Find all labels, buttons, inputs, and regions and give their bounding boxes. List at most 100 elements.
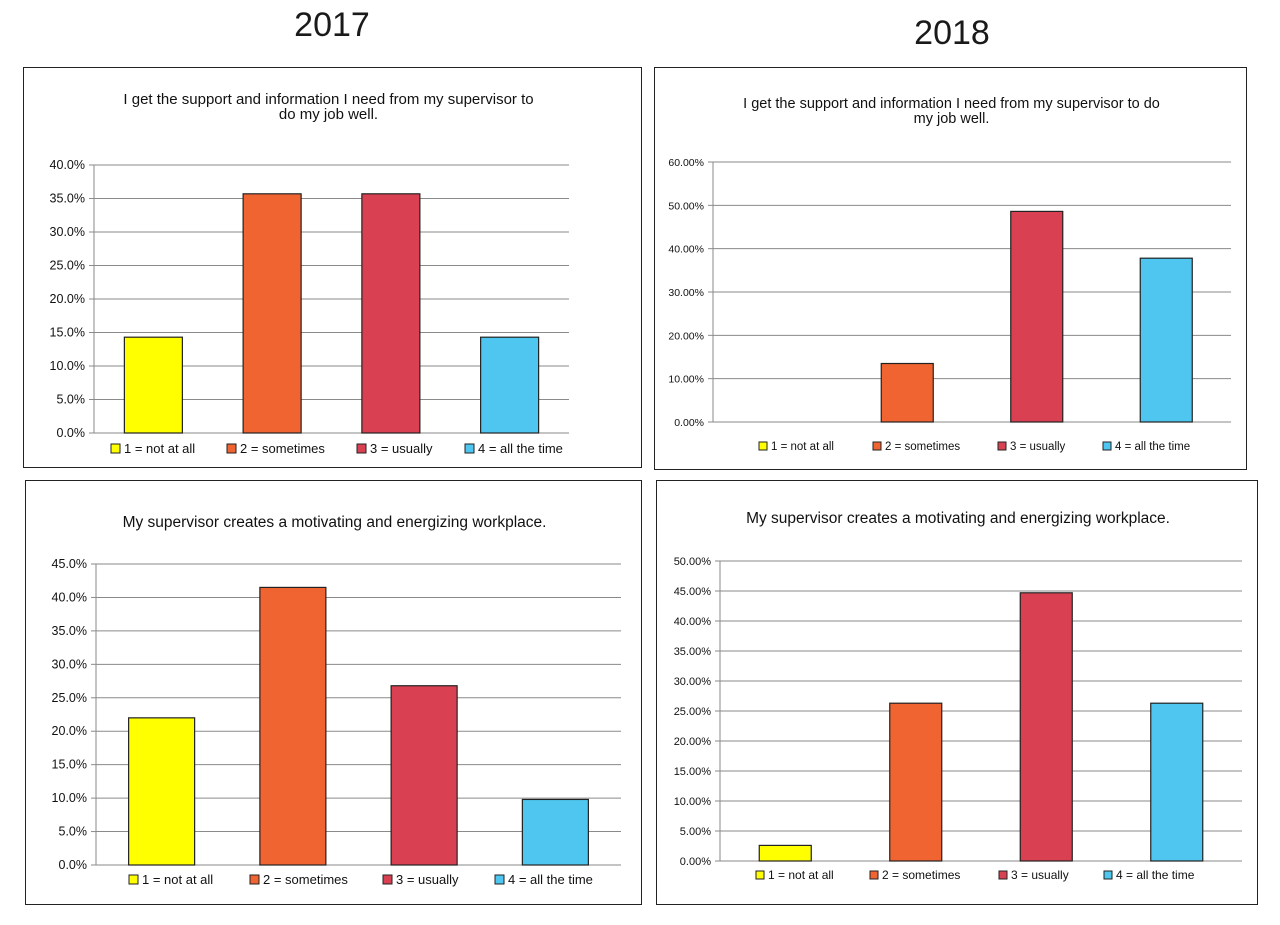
chart-title-line: my job well. bbox=[914, 111, 990, 127]
y-tick-label: 0.0% bbox=[57, 426, 86, 440]
legend-swatch-3 bbox=[356, 443, 367, 454]
y-tick-label: 0.00% bbox=[680, 856, 711, 868]
y-tick-label: 25.00% bbox=[674, 706, 712, 718]
bar-2 bbox=[242, 193, 302, 434]
y-tick-label: 25.0% bbox=[50, 259, 85, 273]
chart-title-line: I get the support and information I need… bbox=[743, 96, 1160, 112]
legend-label-1: 1 = not at all bbox=[768, 868, 834, 882]
legend-label-2: 2 = sometimes bbox=[240, 441, 325, 456]
legend-label-3: 3 = usually bbox=[396, 872, 459, 887]
chart-title-line: do my job well. bbox=[279, 106, 378, 123]
year-heading-2018: 2018 bbox=[914, 14, 990, 52]
bar-4 bbox=[480, 336, 540, 434]
legend-label-1: 1 = not at all bbox=[124, 441, 195, 456]
y-tick-label: 40.00% bbox=[668, 244, 704, 256]
bar-4 bbox=[521, 798, 589, 866]
y-tick-label: 45.00% bbox=[674, 586, 712, 598]
y-tick-label: 40.0% bbox=[52, 590, 87, 604]
legend-swatch-4 bbox=[1103, 870, 1113, 880]
legend-swatch-1 bbox=[755, 870, 765, 880]
y-tick-label: 15.0% bbox=[52, 758, 87, 772]
y-tick-label: 40.0% bbox=[50, 158, 85, 172]
legend-swatch-1 bbox=[110, 443, 121, 454]
y-tick-label: 10.00% bbox=[668, 374, 704, 386]
bar-3 bbox=[1010, 210, 1064, 423]
bar-1 bbox=[128, 717, 196, 866]
legend-label-4: 4 = all the time bbox=[1116, 868, 1195, 882]
year-heading-2017: 2017 bbox=[294, 6, 370, 44]
legend-swatch-4 bbox=[494, 874, 505, 885]
bar-4 bbox=[1139, 257, 1193, 423]
legend-label-2: 2 = sometimes bbox=[882, 868, 960, 882]
y-tick-label: 10.0% bbox=[50, 359, 85, 373]
bar-3 bbox=[361, 193, 421, 434]
chart-title-line: I get the support and information I need… bbox=[123, 91, 533, 108]
legend-swatch-2 bbox=[226, 443, 237, 454]
bar-2 bbox=[880, 362, 934, 423]
legend-label-1: 1 = not at all bbox=[771, 441, 834, 453]
bar-2 bbox=[889, 702, 943, 862]
bar-chart-2017-motivating: My supervisor creates a motivating and e… bbox=[52, 514, 621, 887]
legend-label-1: 1 = not at all bbox=[142, 872, 213, 887]
chart-title-line: My supervisor creates a motivating and e… bbox=[746, 510, 1170, 527]
legend-swatch-3 bbox=[997, 441, 1007, 451]
y-tick-label: 0.00% bbox=[674, 417, 704, 429]
legend-label-3: 3 = usually bbox=[1010, 441, 1066, 453]
y-tick-label: 20.0% bbox=[52, 724, 87, 738]
legend-swatch-1 bbox=[128, 874, 139, 885]
y-tick-label: 50.00% bbox=[668, 200, 704, 212]
legend-swatch-4 bbox=[1102, 441, 1112, 451]
bar-chart-2018-support: I get the support and information I need… bbox=[668, 96, 1231, 453]
legend-swatch-4 bbox=[464, 443, 475, 454]
legend-label-4: 4 = all the time bbox=[508, 872, 593, 887]
legend-swatch-2 bbox=[872, 441, 882, 451]
legend-label-3: 3 = usually bbox=[1011, 868, 1069, 882]
chart-panel-2018-support: I get the support and information I need… bbox=[654, 67, 1247, 470]
chart-panel-2018-motivating: My supervisor creates a motivating and e… bbox=[656, 480, 1258, 905]
y-tick-label: 5.00% bbox=[680, 826, 711, 838]
legend-label-2: 2 = sometimes bbox=[885, 441, 960, 453]
legend-swatch-2 bbox=[869, 870, 879, 880]
y-tick-label: 20.00% bbox=[668, 330, 704, 342]
bar-1 bbox=[123, 336, 183, 434]
y-tick-label: 50.00% bbox=[674, 556, 712, 568]
y-tick-label: 5.0% bbox=[59, 825, 88, 839]
legend-swatch-1 bbox=[758, 441, 768, 451]
bar-chart-2017-support: I get the support and information I need… bbox=[50, 91, 569, 456]
y-tick-label: 15.0% bbox=[50, 326, 85, 340]
y-tick-label: 10.0% bbox=[52, 791, 87, 805]
legend-label-3: 3 = usually bbox=[370, 441, 433, 456]
legend-label-2: 2 = sometimes bbox=[263, 872, 348, 887]
y-tick-label: 45.0% bbox=[52, 557, 87, 571]
y-tick-label: 35.00% bbox=[674, 646, 712, 658]
y-tick-label: 35.0% bbox=[50, 192, 85, 206]
legend-swatch-2 bbox=[249, 874, 260, 885]
y-tick-label: 60.00% bbox=[668, 157, 704, 169]
chart-panel-2017-support: I get the support and information I need… bbox=[23, 67, 642, 468]
legend-label-4: 4 = all the time bbox=[1115, 441, 1190, 453]
y-tick-label: 30.00% bbox=[674, 676, 712, 688]
y-tick-label: 35.0% bbox=[52, 624, 87, 638]
chart-panel-2017-motivating: My supervisor creates a motivating and e… bbox=[25, 480, 642, 905]
legend-swatch-3 bbox=[382, 874, 393, 885]
y-tick-label: 20.0% bbox=[50, 292, 85, 306]
y-tick-label: 40.00% bbox=[674, 616, 712, 628]
bar-3 bbox=[1019, 592, 1073, 862]
y-tick-label: 30.00% bbox=[668, 287, 704, 299]
y-tick-label: 0.0% bbox=[59, 858, 88, 872]
chart-title-line: My supervisor creates a motivating and e… bbox=[123, 514, 547, 531]
y-tick-label: 15.00% bbox=[674, 766, 712, 778]
y-tick-label: 30.0% bbox=[50, 225, 85, 239]
bar-4 bbox=[1150, 702, 1204, 862]
y-tick-label: 5.0% bbox=[57, 393, 86, 407]
bar-chart-2018-motivating: My supervisor creates a motivating and e… bbox=[674, 510, 1242, 882]
y-tick-label: 25.0% bbox=[52, 691, 87, 705]
y-tick-label: 30.0% bbox=[52, 657, 87, 671]
bar-1 bbox=[758, 844, 812, 862]
y-tick-label: 10.00% bbox=[674, 796, 712, 808]
legend-label-4: 4 = all the time bbox=[478, 441, 563, 456]
bar-3 bbox=[390, 685, 458, 866]
bar-2 bbox=[259, 586, 327, 866]
y-tick-label: 20.00% bbox=[674, 736, 712, 748]
legend-swatch-3 bbox=[998, 870, 1008, 880]
